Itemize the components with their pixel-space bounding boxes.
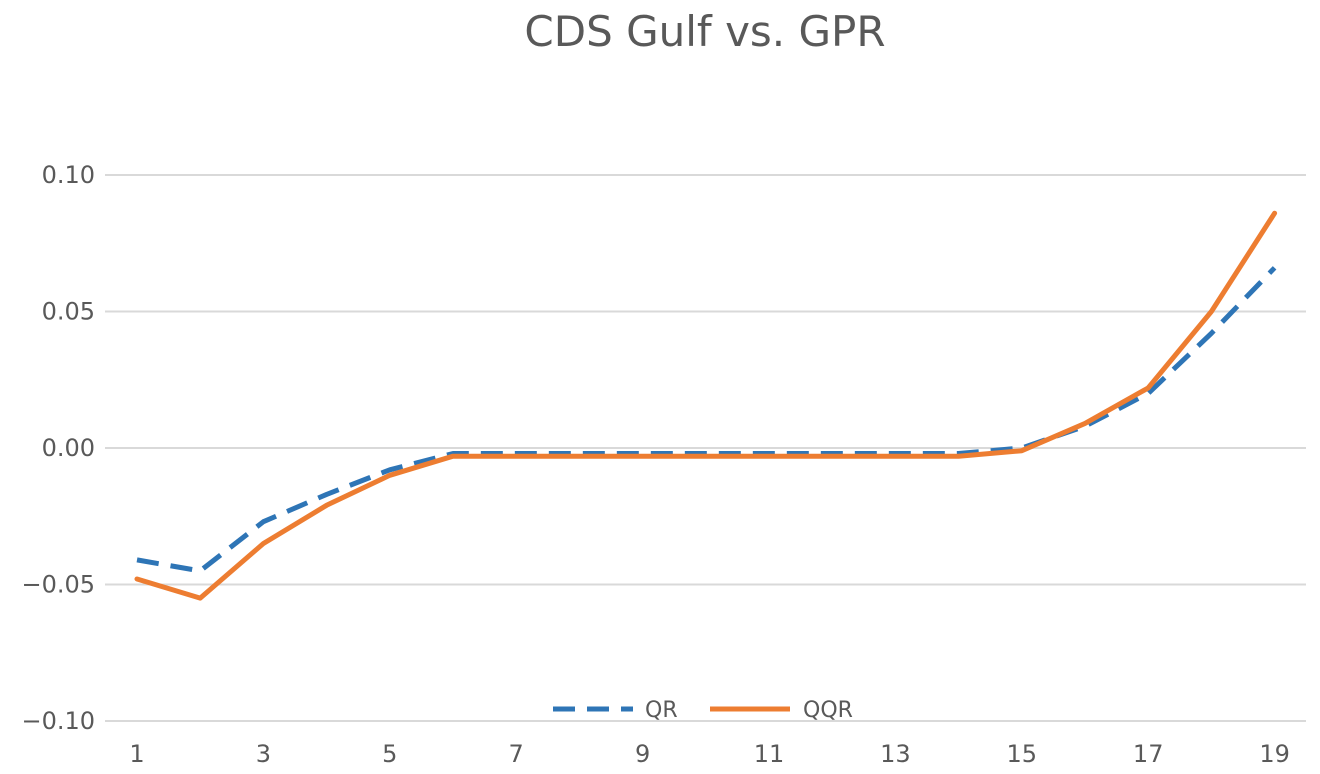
x-tick-label: 15 bbox=[1007, 740, 1038, 768]
x-tick-label: 5 bbox=[382, 740, 397, 768]
series-lines bbox=[134, 210, 1278, 601]
legend-label-qr: QR bbox=[645, 698, 678, 723]
x-tick-label: 17 bbox=[1133, 740, 1164, 768]
y-tick-label: 0.05 bbox=[42, 298, 95, 326]
x-tick-label: 19 bbox=[1259, 740, 1290, 768]
x-tick-label: 9 bbox=[635, 740, 650, 768]
x-axis-ticks: 1 3 5 7 9 11 13 15 17 19 bbox=[129, 740, 1290, 768]
legend-label-qqr: QQR bbox=[803, 698, 853, 723]
series-line-qr bbox=[136, 266, 1277, 574]
series-line-qqr bbox=[134, 210, 1278, 601]
x-tick-label: 1 bbox=[129, 740, 144, 768]
y-tick-label: −0.05 bbox=[21, 571, 95, 599]
x-tick-label: 7 bbox=[509, 740, 524, 768]
y-axis-ticks: 0.10 0.05 0.00 −0.05 −0.10 bbox=[21, 161, 95, 735]
chart-title: CDS Gulf vs. GPR bbox=[524, 7, 885, 56]
x-tick-label: 3 bbox=[256, 740, 271, 768]
y-tick-label: 0.10 bbox=[42, 161, 95, 189]
grid-lines bbox=[105, 174, 1306, 722]
y-tick-label: 0.00 bbox=[42, 434, 95, 462]
x-tick-label: 11 bbox=[754, 740, 785, 768]
legend: QR QQR bbox=[553, 698, 853, 723]
y-tick-label: −0.10 bbox=[21, 707, 95, 735]
x-tick-label: 13 bbox=[880, 740, 911, 768]
